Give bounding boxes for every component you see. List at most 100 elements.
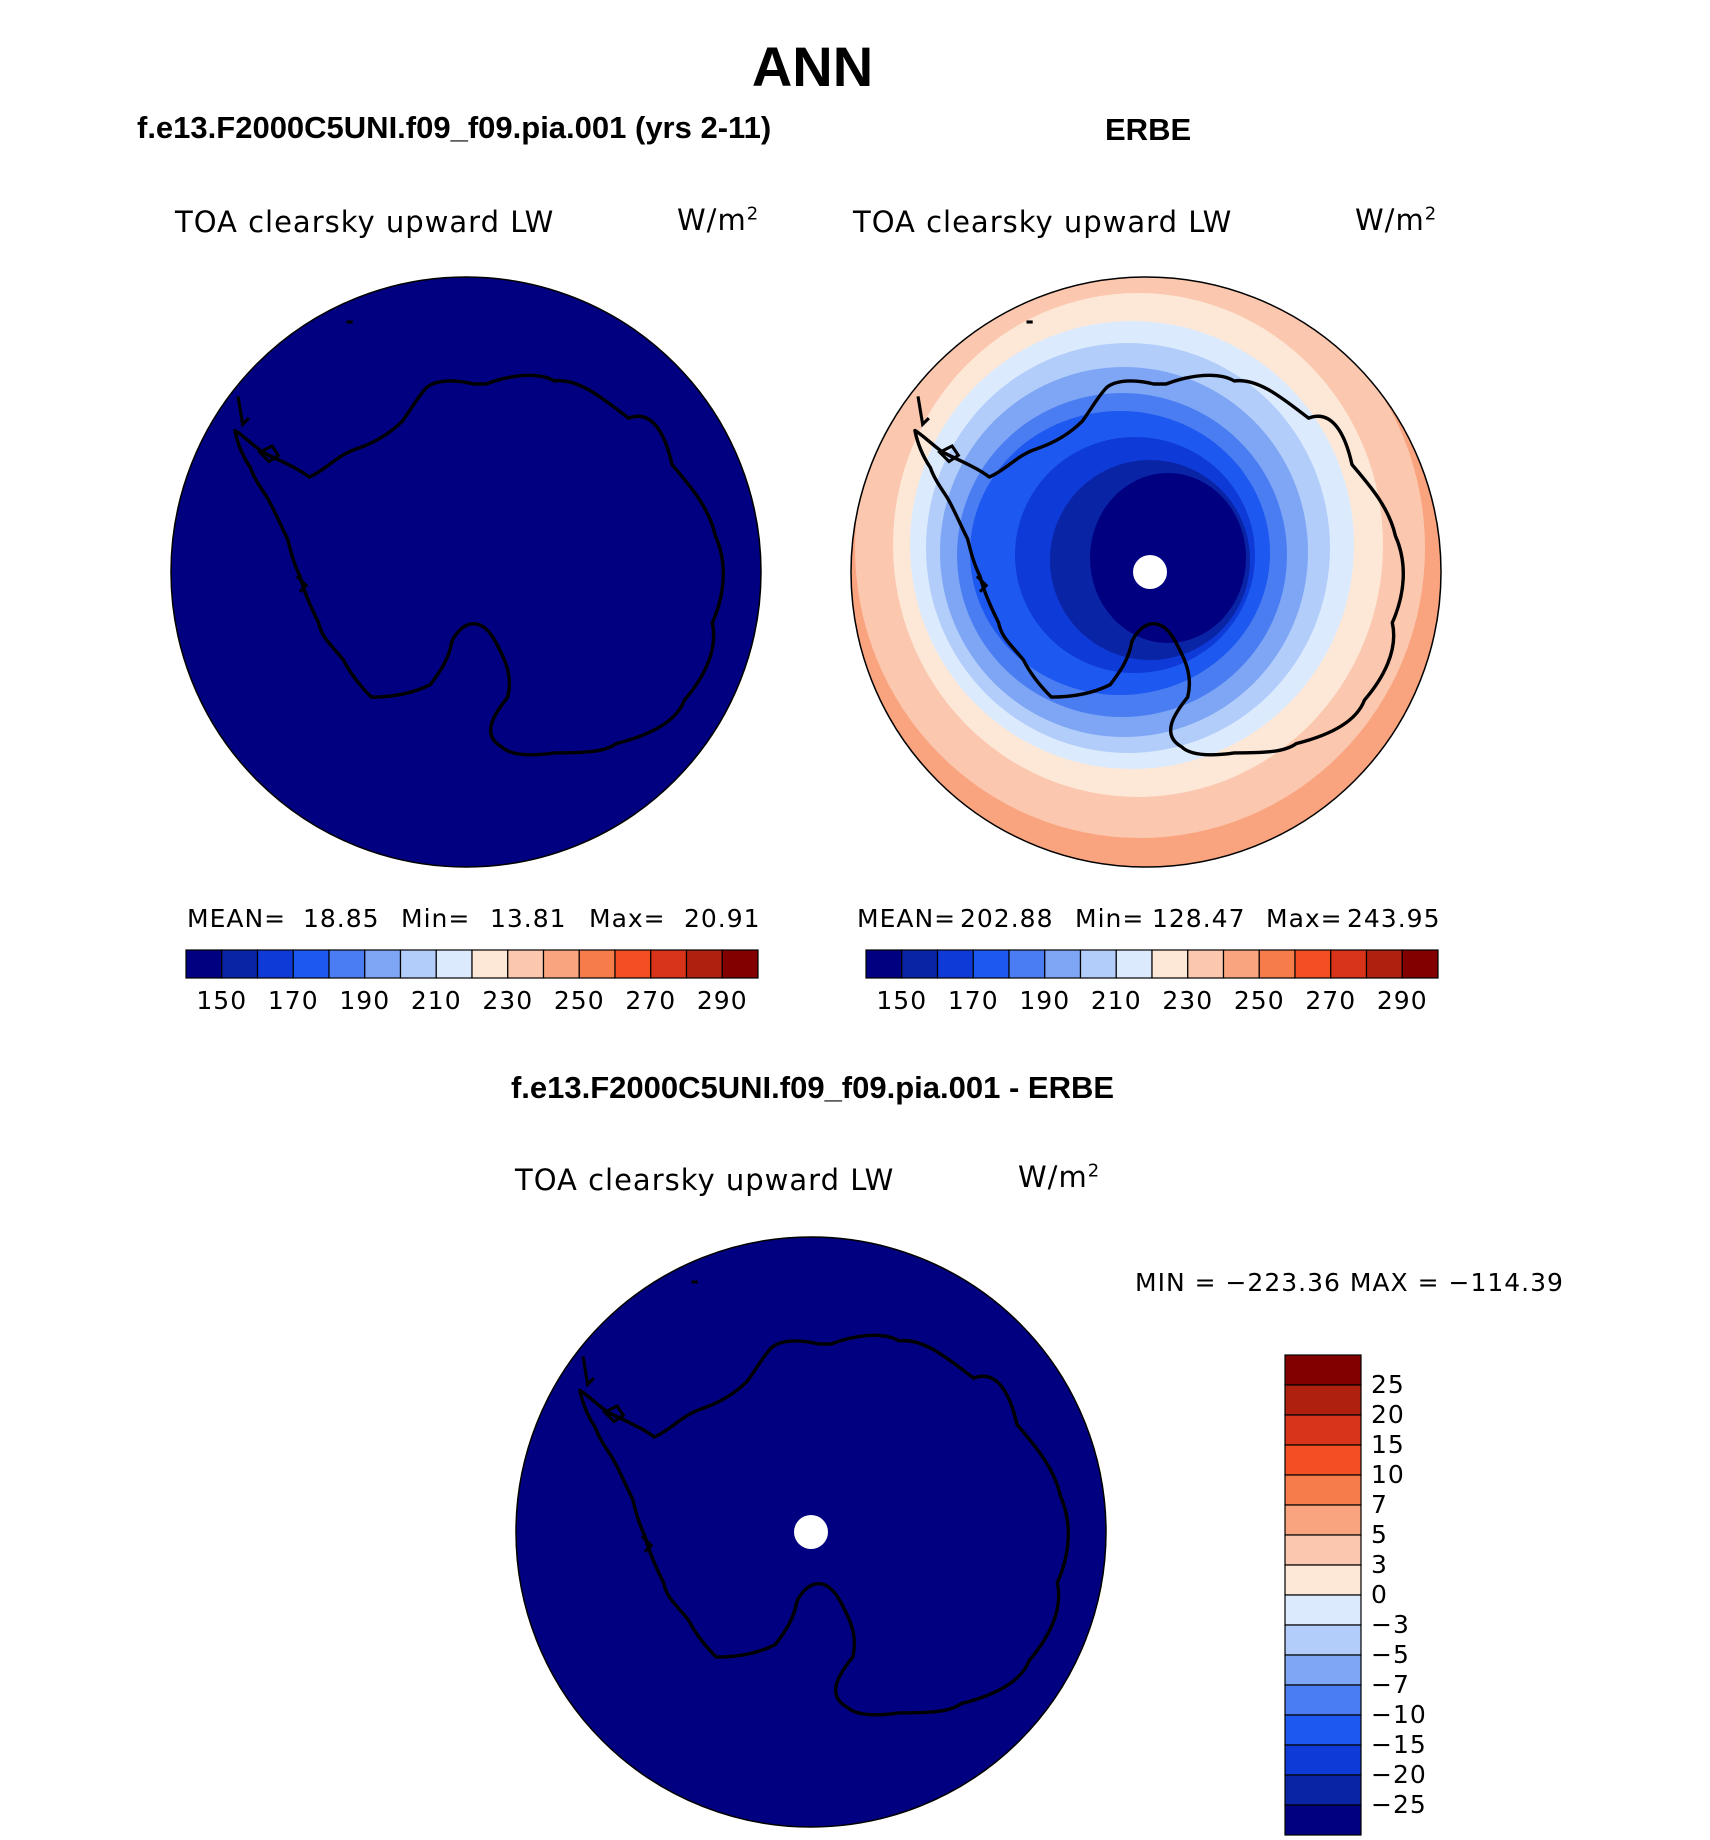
colorbar-swatch xyxy=(1284,1744,1362,1776)
colorbar-tick-label: 210 xyxy=(410,986,462,1015)
colorbar-swatch xyxy=(972,949,1010,979)
colorbar-swatch xyxy=(1284,1624,1362,1656)
colorbar-swatch xyxy=(185,949,223,979)
right-mean-value: 202.88 xyxy=(960,904,1054,933)
colorbar-tick-label: 5 xyxy=(1371,1520,1388,1549)
colorbar-swatch xyxy=(650,949,688,979)
colorbar-swatch xyxy=(471,949,509,979)
colorbar-swatch xyxy=(364,949,402,979)
colorbar-tick-label: −25 xyxy=(1371,1790,1427,1819)
right-max-label: Max= xyxy=(1266,904,1343,933)
diff-colorbar xyxy=(1284,1354,1362,1836)
colorbar-tick-label: 230 xyxy=(482,986,534,1015)
right-polar-map xyxy=(850,276,1442,868)
colorbar-tick-label: 190 xyxy=(339,986,391,1015)
colorbar-swatch xyxy=(1258,949,1296,979)
colorbar-tick-label: 250 xyxy=(553,986,605,1015)
colorbar-tick-label: 7 xyxy=(1371,1490,1388,1519)
colorbar-swatch xyxy=(1284,1384,1362,1416)
colorbar-swatch xyxy=(1401,949,1439,979)
colorbar-swatch xyxy=(1284,1774,1362,1806)
right-colorbar xyxy=(865,949,1439,979)
colorbar-tick-label: 210 xyxy=(1090,986,1142,1015)
main-title: ANN xyxy=(751,35,874,98)
colorbar-swatch xyxy=(1284,1804,1362,1836)
right-min-value: 128.47 xyxy=(1152,904,1246,933)
colorbar-swatch xyxy=(936,949,974,979)
colorbar-swatch xyxy=(221,949,259,979)
colorbar-swatch xyxy=(292,949,330,979)
colorbar-tick-label: 290 xyxy=(696,986,748,1015)
colorbar-swatch xyxy=(1044,949,1082,979)
colorbar-swatch xyxy=(1284,1414,1362,1446)
colorbar-swatch xyxy=(865,949,903,979)
colorbar-tick-label: 250 xyxy=(1233,986,1285,1015)
colorbar-swatch xyxy=(1151,949,1189,979)
colorbar-tick-label: 10 xyxy=(1371,1460,1405,1489)
left-min-value: 13.81 xyxy=(490,904,567,933)
colorbar-tick-label: 25 xyxy=(1371,1370,1405,1399)
colorbar-swatch xyxy=(1008,949,1046,979)
colorbar-swatch xyxy=(1079,949,1117,979)
colorbar-swatch xyxy=(1222,949,1260,979)
colorbar-swatch xyxy=(1284,1504,1362,1536)
colorbar-swatch xyxy=(256,949,294,979)
left-max-label: Max= xyxy=(589,904,666,933)
colorbar-tick-label: 190 xyxy=(1019,986,1071,1015)
colorbar-tick-label: 270 xyxy=(625,986,677,1015)
colorbar-swatch xyxy=(578,949,616,979)
colorbar-swatch xyxy=(328,949,366,979)
left-case-label: f.e13.F2000C5UNI.f09_f09.pia.001 (yrs 2-… xyxy=(137,110,772,145)
diff-minmax-text: MIN = −223.36 MAX = −114.39 xyxy=(1135,1268,1564,1297)
left-mean-label: MEAN= xyxy=(187,904,287,933)
colorbar-tick-label: 290 xyxy=(1376,986,1428,1015)
left-units: W/m2 xyxy=(677,203,760,237)
colorbar-tick-label: 170 xyxy=(267,986,319,1015)
colorbar-tick-label: 20 xyxy=(1371,1400,1405,1429)
colorbar-swatch xyxy=(901,949,939,979)
left-mean-value: 18.85 xyxy=(303,904,380,933)
colorbar-swatch xyxy=(507,949,545,979)
colorbar-tick-label: −10 xyxy=(1371,1700,1427,1729)
colorbar-swatch xyxy=(1284,1534,1362,1566)
right-min-label: Min= xyxy=(1075,904,1145,933)
colorbar-tick-label: 170 xyxy=(947,986,999,1015)
colorbar-swatch xyxy=(1294,949,1332,979)
colorbar-swatch xyxy=(1330,949,1368,979)
colorbar-tick-label: 150 xyxy=(876,986,928,1015)
colorbar-swatch xyxy=(1187,949,1225,979)
right-max-value: 243.95 xyxy=(1347,904,1441,933)
colorbar-tick-label: 150 xyxy=(196,986,248,1015)
colorbar-swatch xyxy=(1284,1714,1362,1746)
colorbar-tick-label: 230 xyxy=(1162,986,1214,1015)
colorbar-tick-label: 3 xyxy=(1371,1550,1388,1579)
colorbar-tick-label: −20 xyxy=(1371,1760,1427,1789)
colorbar-swatch xyxy=(1284,1564,1362,1596)
diff-units: W/m2 xyxy=(1018,1160,1101,1194)
left-min-label: Min= xyxy=(401,904,471,933)
colorbar-tick-label: 270 xyxy=(1305,986,1357,1015)
colorbar-tick-label: −7 xyxy=(1371,1670,1410,1699)
colorbar-swatch xyxy=(1284,1594,1362,1626)
right-mean-label: MEAN= xyxy=(857,904,957,933)
colorbar-swatch xyxy=(1284,1444,1362,1476)
colorbar-tick-label: 15 xyxy=(1371,1430,1405,1459)
colorbar-swatch xyxy=(1284,1684,1362,1716)
colorbar-tick-label: −3 xyxy=(1371,1610,1410,1639)
diff-variable-title: TOA clearsky upward LW xyxy=(515,1163,895,1197)
diff-polar-map xyxy=(515,1236,1107,1828)
diff-case-label: f.e13.F2000C5UNI.f09_f09.pia.001 - ERBE xyxy=(510,1070,1115,1105)
colorbar-swatch xyxy=(614,949,652,979)
colorbar-swatch xyxy=(685,949,723,979)
left-polar-map xyxy=(170,276,762,868)
colorbar-tick-label: 0 xyxy=(1371,1580,1388,1609)
left-variable-title: TOA clearsky upward LW xyxy=(175,205,555,239)
colorbar-swatch xyxy=(1115,949,1153,979)
left-max-value: 20.91 xyxy=(684,904,761,933)
colorbar-tick-label: −15 xyxy=(1371,1730,1427,1759)
right-variable-title: TOA clearsky upward LW xyxy=(853,205,1233,239)
right-case-label: ERBE xyxy=(1105,112,1192,147)
colorbar-swatch xyxy=(435,949,473,979)
colorbar-swatch xyxy=(1284,1354,1362,1386)
